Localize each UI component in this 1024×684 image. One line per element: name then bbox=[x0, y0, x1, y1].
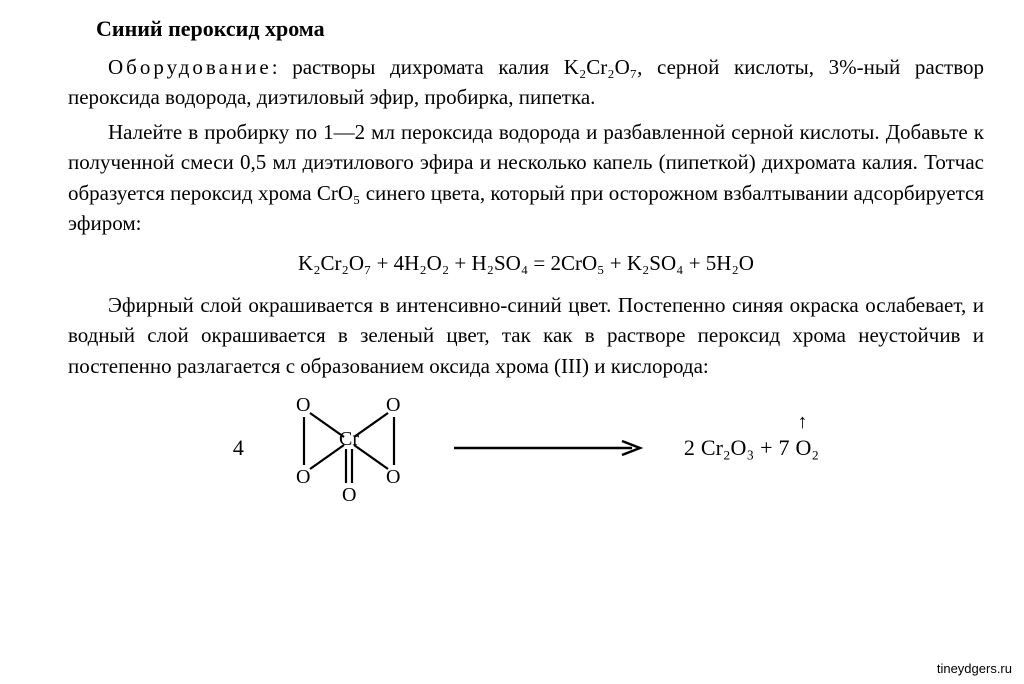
prod-coef-1: 2 bbox=[684, 435, 695, 461]
page-title: Синий пероксид хрома bbox=[68, 16, 984, 42]
reaction-arrow-icon bbox=[454, 438, 644, 458]
plus: + bbox=[760, 435, 772, 461]
prod-coef-2: 7 bbox=[779, 435, 790, 461]
equation-main: K₂Cr₂O₇ + 4H₂O₂ + H₂SO₄ = 2CrO₅ + K₂SO₄ … bbox=[68, 251, 984, 276]
prod-formula-1: Cr₂O₃ bbox=[701, 435, 754, 461]
paragraph-observation: Эфирный слой окрашивается в интенсивно-с… bbox=[68, 290, 984, 381]
products: 2 Cr₂O₃ + 7 O₂ bbox=[684, 435, 819, 461]
decomposition-diagram: 4 O O O O Cr O bbox=[68, 393, 984, 503]
coef-left: 4 bbox=[233, 435, 244, 461]
paragraph-equipment: Оборудование: растворы дихромата калия K… bbox=[68, 52, 984, 113]
svg-text:O: O bbox=[386, 394, 400, 416]
prod-formula-2: O₂ bbox=[796, 435, 820, 461]
svg-text:O: O bbox=[386, 466, 400, 488]
svg-text:O: O bbox=[342, 484, 356, 503]
svg-text:O: O bbox=[296, 466, 310, 488]
cro5-structure-icon: O O O O Cr O bbox=[284, 393, 414, 503]
svg-text:O: O bbox=[296, 394, 310, 416]
equipment-label: Оборудование bbox=[108, 55, 272, 79]
paragraph-procedure: Налейте в пробирку по 1—2 мл пероксида в… bbox=[68, 117, 984, 239]
watermark: tineydgers.ru bbox=[937, 661, 1012, 676]
svg-text:Cr: Cr bbox=[339, 428, 359, 450]
